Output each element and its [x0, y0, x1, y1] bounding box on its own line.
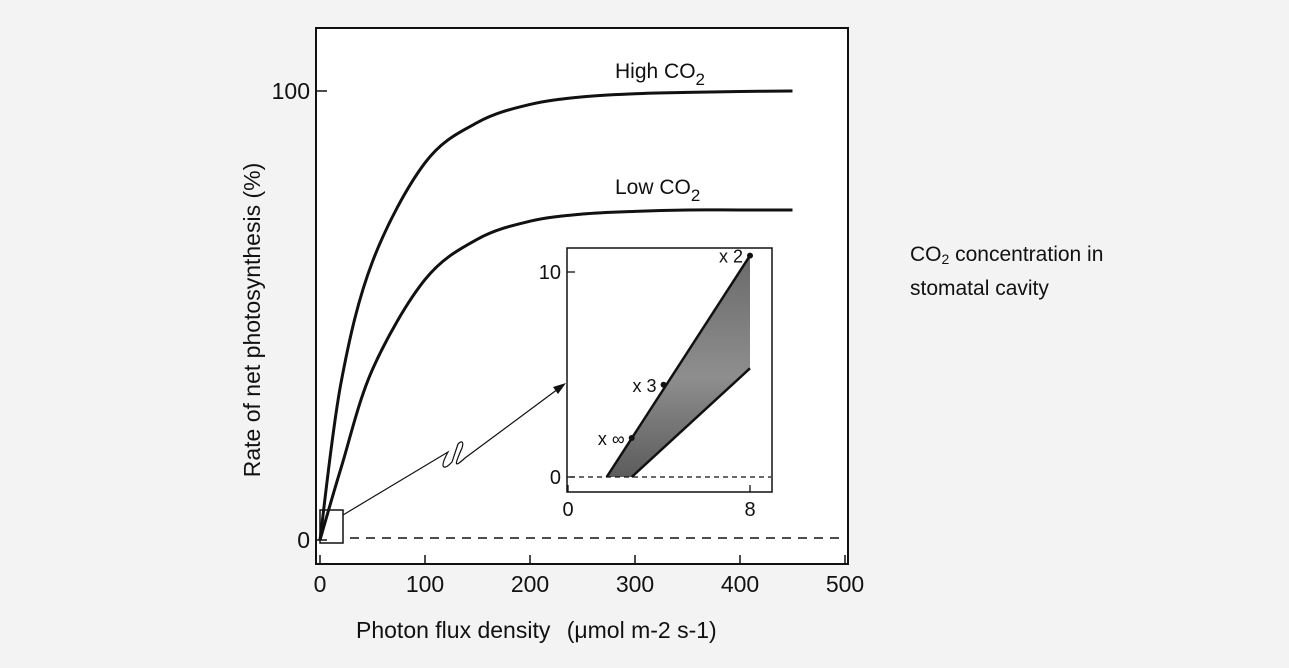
series-label-sub: 2 — [696, 70, 705, 89]
side-note: CO2 concentration in stomatal cavity — [910, 240, 1210, 303]
inset-x-tick-label: 0 — [562, 499, 573, 521]
zoom-arrow-head — [553, 383, 566, 394]
inset-chart: 0 8 0 10 x 2 x 3 x ∞ — [539, 247, 773, 521]
x-tick-label: 0 — [314, 571, 327, 597]
inset-point-marker — [628, 435, 635, 442]
side-note-suffix: concentration in — [949, 243, 1104, 266]
x-axis-label-units: (μmol m-2 s-1) — [567, 617, 717, 643]
inset-point-marker — [660, 381, 667, 388]
inset-point-label: x 3 — [633, 376, 657, 396]
series-label-sub: 2 — [691, 186, 700, 205]
x-tick-label: 300 — [616, 571, 654, 597]
y-tick-label: 100 — [272, 78, 310, 104]
series-label-main: High CO — [615, 60, 696, 83]
x-tick-label: 200 — [511, 571, 549, 597]
zoom-region-box — [319, 509, 344, 544]
series-label-high-co2: High CO2 — [615, 60, 705, 89]
zoom-arrow-line — [342, 385, 563, 516]
series-label-low-co2: Low CO2 — [615, 176, 700, 205]
series-line-high-co2 — [318, 89, 793, 541]
inset-point-label: x ∞ — [598, 429, 625, 449]
x-axis-label-main: Photon flux density — [356, 617, 551, 643]
inset-point-label: x 2 — [719, 247, 743, 267]
side-note-sub: 2 — [941, 251, 950, 267]
y-tick-label: 0 — [297, 527, 310, 553]
x-tick-label: 500 — [826, 571, 864, 597]
inset-axis-ticks: 0 8 0 10 — [539, 262, 756, 521]
x-axis-label: Photon flux density (μmol m-2 s-1) — [356, 617, 717, 643]
inset-lower-line — [630, 367, 751, 478]
side-note-prefix: CO — [910, 243, 942, 266]
inset-point-marker — [747, 252, 753, 259]
x-tick-label: 100 — [406, 571, 444, 597]
x-tick-label: 400 — [721, 571, 759, 597]
inset-annotations: x 2 x 3 x ∞ — [598, 247, 753, 449]
inset-x-tick-label: 8 — [744, 499, 755, 521]
series-label-main: Low CO — [615, 176, 691, 199]
inset-y-tick-label: 0 — [550, 467, 561, 489]
inset-y-tick-label: 10 — [539, 262, 561, 284]
series-line-low-co2 — [318, 208, 793, 541]
side-note-line1: CO2 concentration in — [910, 240, 1210, 274]
y-axis-label: Rate of net photosynthesis (%) — [239, 163, 265, 478]
side-note-line2: stomatal cavity — [910, 277, 1049, 300]
